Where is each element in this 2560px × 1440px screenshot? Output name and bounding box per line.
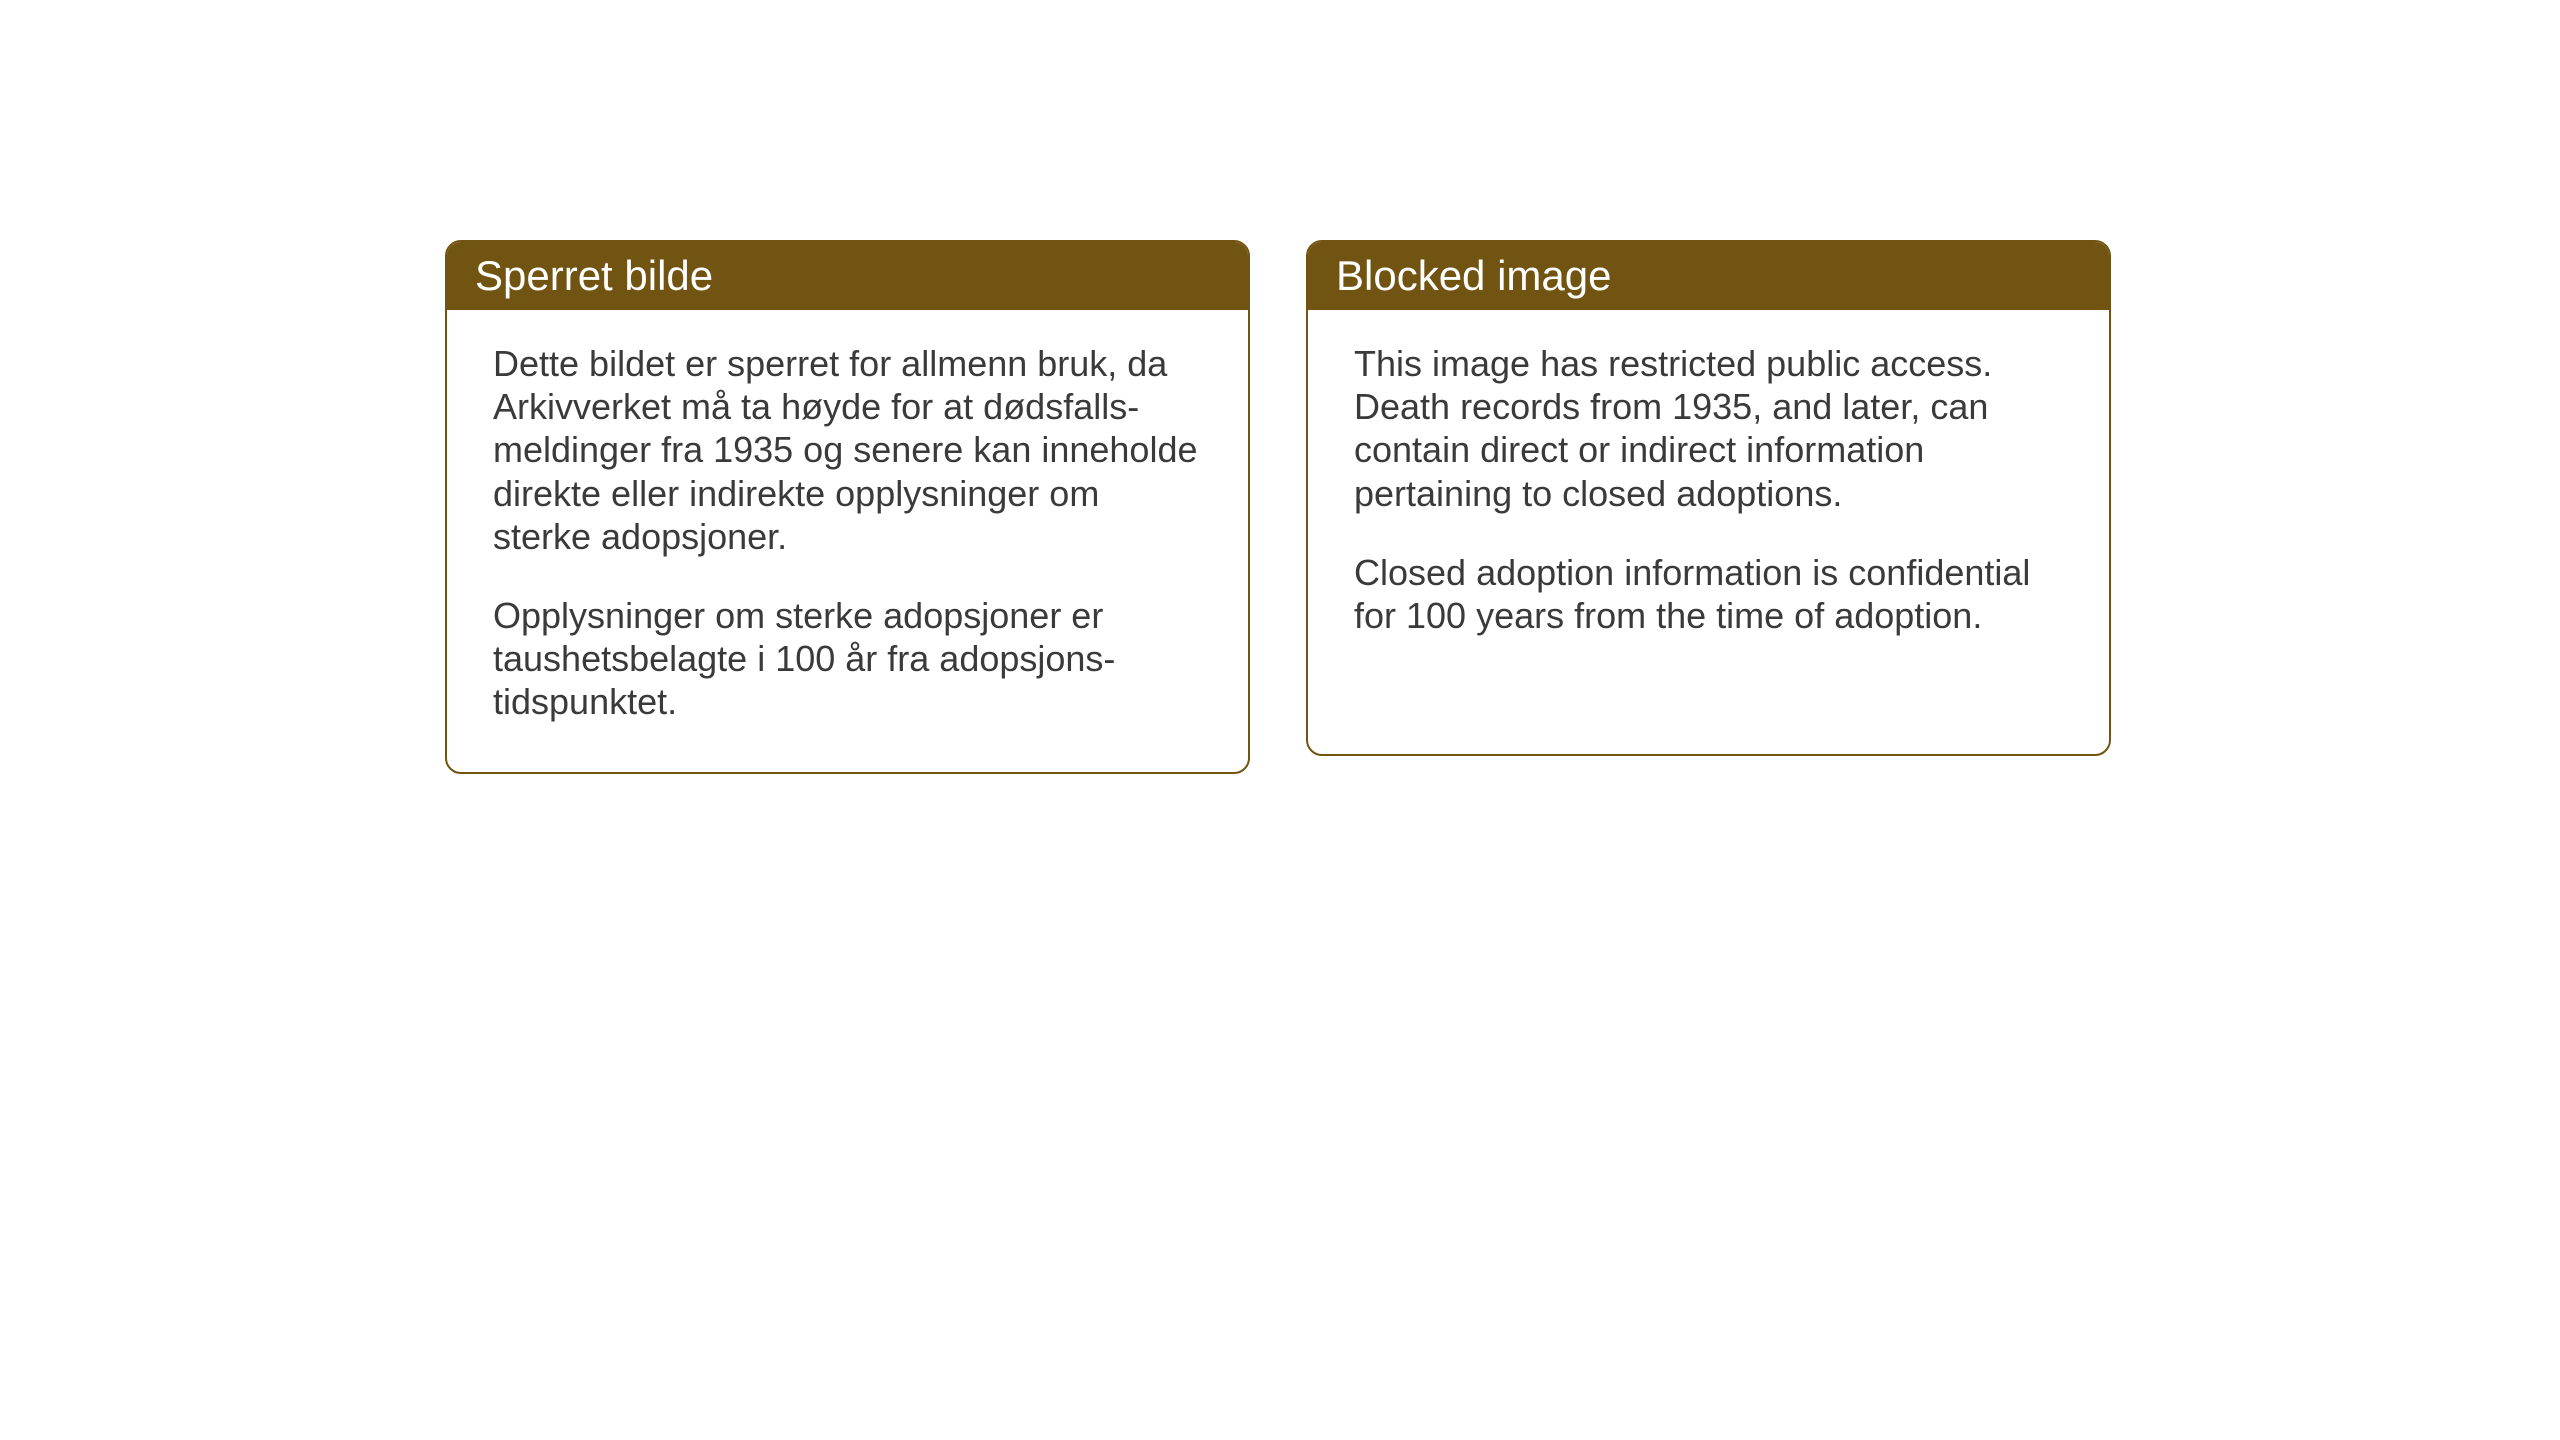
norwegian-card-body: Dette bildet er sperret for allmenn bruk… [447,310,1248,772]
norwegian-card-title: Sperret bilde [447,242,1248,310]
english-notice-card: Blocked image This image has restricted … [1306,240,2111,756]
english-paragraph-2: Closed adoption information is confident… [1354,551,2063,637]
norwegian-paragraph-2: Opplysninger om sterke adopsjoner er tau… [493,594,1202,724]
notice-container: Sperret bilde Dette bildet er sperret fo… [445,240,2111,774]
english-paragraph-1: This image has restricted public access.… [1354,342,2063,515]
norwegian-notice-card: Sperret bilde Dette bildet er sperret fo… [445,240,1250,774]
english-card-body: This image has restricted public access.… [1308,310,2109,685]
norwegian-paragraph-1: Dette bildet er sperret for allmenn bruk… [493,342,1202,558]
english-card-title: Blocked image [1308,242,2109,310]
